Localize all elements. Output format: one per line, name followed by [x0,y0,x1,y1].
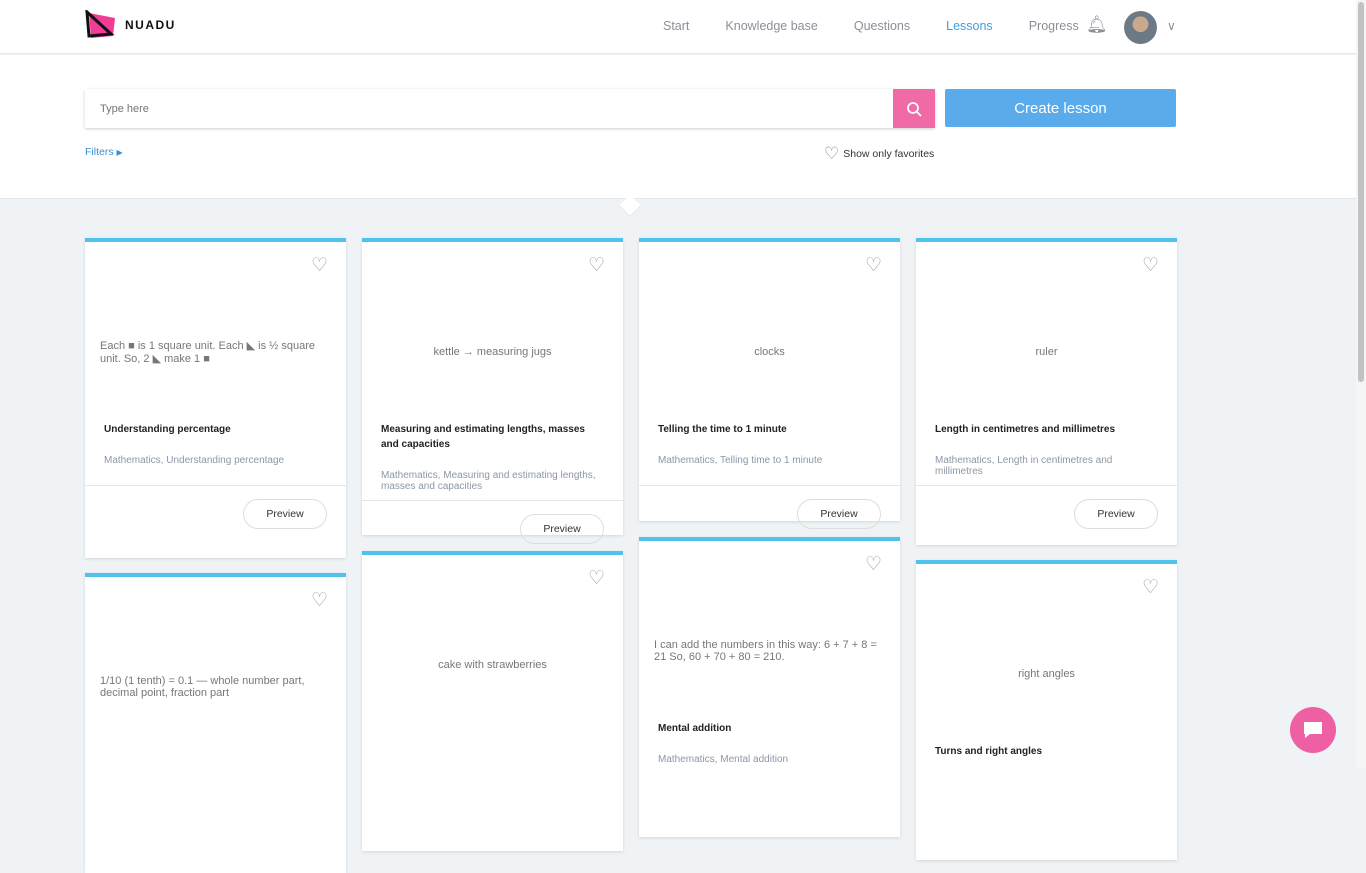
lesson-card[interactable]: ♡ ruler Length in centimetres and millim… [916,238,1177,545]
favorite-heart-icon[interactable]: ♡ [587,255,605,276]
caret-right-icon: ▶ [116,148,123,157]
filters-label: Filters [85,146,114,158]
preview-button[interactable]: Preview [520,514,604,544]
preview-button[interactable]: Preview [1074,499,1158,529]
favorite-heart-icon[interactable]: ♡ [864,255,882,276]
nav-knowledge-base[interactable]: Knowledge base [725,19,818,33]
lesson-subject [916,777,1177,799]
card-footer: Preview [362,500,623,558]
preview-button[interactable]: Preview [243,499,327,529]
avatar[interactable] [1124,11,1157,44]
search-icon [907,101,922,117]
lesson-subject: Mathematics, Measuring and estimating le… [381,470,596,492]
scrollbar[interactable] [1356,0,1366,768]
scrollbar-thumb[interactable] [1358,2,1364,382]
lesson-title[interactable]: Telling the time to 1 minute [658,424,787,435]
search-panel: Create lesson Filters ▶ ♡Show only favor… [0,55,1356,199]
lesson-card[interactable]: ♡ clocks Telling the time to 1 minute Ma… [639,238,900,529]
favorites-label: Show only favorites [843,148,935,160]
filters-toggle[interactable]: Filters ▶ [85,146,123,158]
lesson-thumbnail: kettle → measuring jugs [433,346,552,358]
lesson-thumbnail: ruler [1035,346,1058,358]
lesson-card[interactable]: ♡ Each ■ is 1 square unit. Each ◣ is ½ s… [85,238,346,558]
preview-button[interactable]: Preview [797,499,881,529]
search-input[interactable] [85,89,885,128]
lesson-subject: Mathematics, Mental addition [658,754,789,765]
lesson-card[interactable]: ♡ right angles Turns and right angles [916,560,1177,860]
lesson-title[interactable]: Length in centimetres and millimetres [935,424,1116,435]
lesson-card[interactable]: ♡ kettle → measuring jugs Measuring and … [362,238,623,544]
nav-progress[interactable]: Progress [1028,19,1079,33]
chevron-down-icon[interactable]: ∨ [1167,19,1176,33]
nav-lessons[interactable]: Lessons [946,19,993,33]
chat-bubble-icon [1304,722,1322,738]
heart-icon: ♡ [824,144,840,163]
favorite-heart-icon[interactable]: ♡ [1141,577,1159,598]
favorite-heart-icon[interactable]: ♡ [310,590,328,611]
top-nav: NUADU Start Knowledge base Questions Les… [0,0,1356,54]
card-footer: Preview [639,485,900,543]
favorite-heart-icon[interactable]: ♡ [864,554,882,575]
lesson-subject: Mathematics, Length in centimetres and m… [935,455,1113,477]
favorite-heart-icon[interactable]: ♡ [310,255,328,276]
lesson-title[interactable]: Measuring and estimating lengths, masses… [381,424,585,450]
lesson-thumbnail: I can add the numbers in this way: 6 + 7… [654,639,877,663]
logo[interactable]: NUADU [85,10,176,40]
lesson-card[interactable]: ♡ 1/10 (1 tenth) = 0.1 — whole number pa… [85,573,346,873]
lesson-thumbnail: Each ■ is 1 square unit. Each ◣ is ½ squ… [100,340,316,365]
lesson-thumbnail: right angles [1018,668,1075,680]
lesson-subject [362,753,623,775]
lesson-title[interactable]: Mental addition [658,723,732,734]
nav-questions[interactable]: Questions [853,19,911,33]
lesson-thumbnail: clocks [754,346,785,358]
nuadu-logo-icon [85,10,115,38]
lesson-subject: Mathematics, Telling time to 1 minute [658,455,823,466]
search-box [85,89,935,128]
lesson-subject: Mathematics, Understanding percentage [104,455,285,466]
lesson-title[interactable]: Turns and right angles [935,746,1043,757]
favorite-heart-icon[interactable]: ♡ [587,568,605,589]
favorite-heart-icon[interactable]: ♡ [1141,255,1159,276]
lesson-title[interactable]: Understanding percentage [104,424,231,435]
chat-button[interactable] [1290,707,1336,753]
lesson-subject [85,775,346,797]
lesson-thumbnail: cake with strawberries [438,659,547,671]
card-footer: Preview [85,485,346,543]
nav-start[interactable]: Start [663,19,690,33]
lesson-thumbnail: 1/10 (1 tenth) = 0.1 — whole number part… [100,675,305,699]
bell-icon[interactable]: 🔔︎ [1086,15,1108,34]
favorites-checkbox[interactable]: ♡ Show only favorites [824,144,934,164]
lesson-card[interactable]: ♡ cake with strawberries [362,551,623,851]
search-button[interactable] [893,89,935,128]
brand-name: NUADU [125,18,176,32]
lesson-card[interactable]: ♡ I can add the numbers in this way: 6 +… [639,537,900,837]
card-footer: Preview [916,485,1177,543]
create-lesson-button[interactable]: Create lesson [945,89,1176,127]
